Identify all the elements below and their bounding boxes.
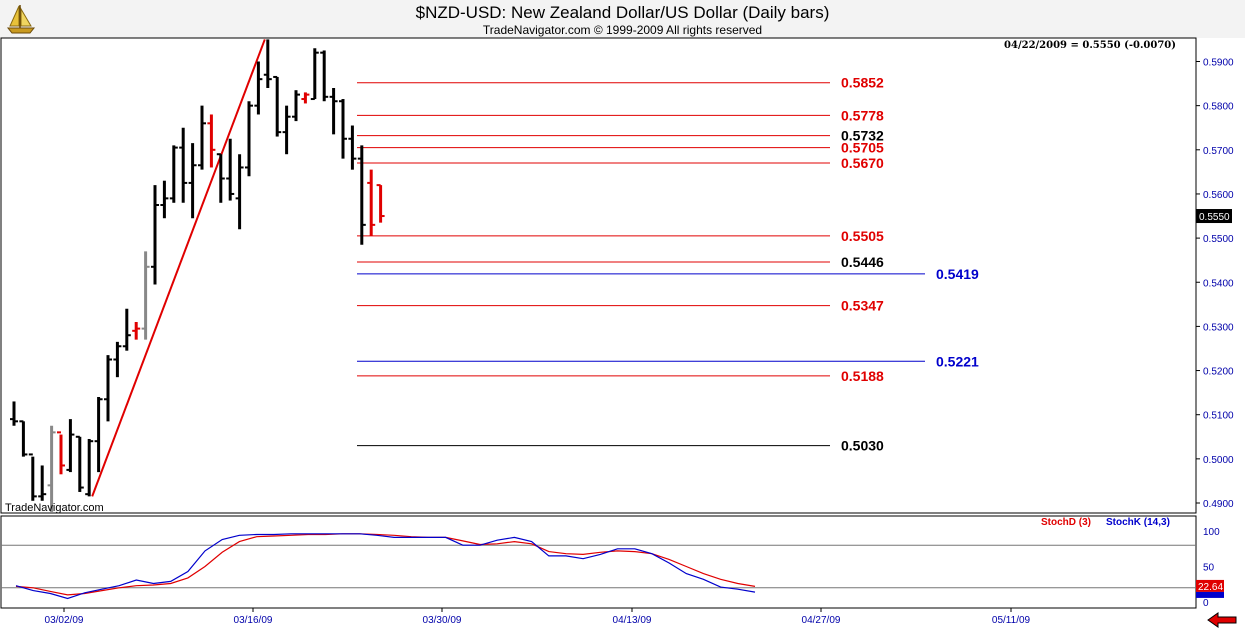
stoch-y-tick-label: 50 xyxy=(1203,563,1215,574)
watermark-text: TradeNavigator.com xyxy=(5,502,104,514)
y-tick-label: 0.5500 xyxy=(1203,234,1234,245)
x-tick-label: 03/30/09 xyxy=(423,615,462,626)
ohlc-bar[interactable] xyxy=(19,420,28,457)
ohlc-bar[interactable] xyxy=(263,39,272,88)
price-panel-frame xyxy=(0,37,1197,514)
ohlc-bar[interactable] xyxy=(160,180,169,219)
stoch-legend-item: StochK (14,3) xyxy=(1106,517,1170,528)
ohlc-bar[interactable] xyxy=(85,438,94,497)
stoch-last-value-marker xyxy=(1196,579,1224,592)
ohlc-bar[interactable] xyxy=(57,431,65,475)
stochastic-panel-frame xyxy=(0,515,1197,609)
x-tick-label: 05/11/09 xyxy=(992,615,1031,626)
ohlc-bar[interactable] xyxy=(320,50,329,102)
y-tick-label: 0.5800 xyxy=(1203,102,1234,113)
ohlc-bar[interactable] xyxy=(292,90,300,122)
ohlc-bar[interactable] xyxy=(207,114,216,168)
sailboat-logo-icon xyxy=(6,5,36,34)
level-label: 0.5419 xyxy=(936,266,979,282)
last-quote-readout: 04/22/2009 = 0.5550 (-0.0070) xyxy=(1004,40,1176,51)
stoch-y-tick-label: 100 xyxy=(1203,527,1220,538)
y-tick-label: 0.5600 xyxy=(1203,190,1234,201)
ohlc-bar[interactable] xyxy=(141,251,150,340)
ohlc-bar[interactable] xyxy=(282,105,291,155)
stoch-series-line xyxy=(15,533,756,596)
y-tick-label: 0.5200 xyxy=(1203,367,1234,378)
level-label: 0.5732 xyxy=(841,128,884,144)
level-label: 0.5347 xyxy=(841,298,884,314)
copyright-text: TradeNavigator.com © 1999-2009 All right… xyxy=(482,23,763,37)
ohlc-bar[interactable] xyxy=(10,401,18,426)
level-label: 0.5670 xyxy=(841,155,884,171)
ohlc-bar[interactable] xyxy=(301,92,310,104)
stoch-last-value-label: 22.64 xyxy=(1198,582,1223,593)
level-label: 0.5221 xyxy=(936,353,979,369)
ohlc-bar[interactable] xyxy=(357,145,366,245)
chart-title: $NZD-USD: New Zealand Dollar/US Dollar (… xyxy=(415,3,830,22)
y-tick-label: 0.5400 xyxy=(1203,278,1234,289)
ohlc-bar[interactable] xyxy=(169,145,178,203)
stoch-legend-item: StochD (3) xyxy=(1041,517,1091,528)
ohlc-bar[interactable] xyxy=(113,341,122,378)
ohlc-bar[interactable] xyxy=(216,153,225,203)
y-tick-label: 0.5000 xyxy=(1203,455,1234,466)
ohlc-bar[interactable] xyxy=(310,48,319,101)
ohlc-bar[interactable] xyxy=(329,87,338,135)
ohlc-bar[interactable] xyxy=(104,355,112,422)
ohlc-bar[interactable] xyxy=(245,101,253,177)
level-label: 0.5188 xyxy=(841,368,884,384)
level-label: 0.5778 xyxy=(841,107,884,123)
ohlc-bar[interactable] xyxy=(38,465,47,501)
x-tick-label: 03/02/09 xyxy=(45,615,84,626)
ohlc-bar[interactable] xyxy=(273,75,282,137)
x-tick-label: 04/13/09 xyxy=(613,615,652,626)
level-label: 0.5030 xyxy=(841,438,884,454)
ohlc-bar[interactable] xyxy=(348,125,357,170)
level-label: 0.5505 xyxy=(841,228,884,244)
last-value-marker xyxy=(1196,209,1232,224)
ohlc-bar[interactable] xyxy=(254,61,263,115)
y-tick-label: 0.5700 xyxy=(1203,146,1234,157)
ohlc-bar[interactable] xyxy=(339,99,347,159)
y-tick-label: 0.5300 xyxy=(1203,322,1234,333)
ohlc-bar[interactable] xyxy=(179,127,188,203)
x-tick-label: 04/27/09 xyxy=(802,615,841,626)
ohlc-bar[interactable] xyxy=(75,435,84,492)
ohlc-bar[interactable] xyxy=(226,138,235,201)
ohlc-bar[interactable] xyxy=(188,143,197,219)
y-tick-label: 0.5100 xyxy=(1203,411,1234,422)
ohlc-bar[interactable] xyxy=(47,425,56,512)
level-label: 0.5705 xyxy=(841,140,884,156)
stoch-k-value-marker xyxy=(1196,591,1224,598)
stoch-series-line xyxy=(15,533,756,600)
level-label: 0.5446 xyxy=(841,254,884,270)
ohlc-bar[interactable] xyxy=(28,453,37,501)
ohlc-bar[interactable] xyxy=(376,184,385,223)
y-tick-label: 0.4900 xyxy=(1203,499,1234,510)
y-tick-label: 0.5900 xyxy=(1203,58,1234,69)
chart-header xyxy=(0,0,1245,38)
ohlc-bar[interactable] xyxy=(367,169,376,236)
x-tick-label: 03/16/09 xyxy=(234,615,273,626)
ohlc-bar[interactable] xyxy=(66,419,75,473)
level-label: 0.5852 xyxy=(841,75,884,91)
trendline xyxy=(91,39,266,497)
last-value-label: 0.5550 xyxy=(1199,212,1230,223)
ohlc-bar[interactable] xyxy=(198,105,206,170)
stoch-y-tick-label: 0 xyxy=(1203,598,1209,609)
ohlc-bar[interactable] xyxy=(94,397,103,473)
ohlc-bar[interactable] xyxy=(132,321,141,340)
ohlc-bar[interactable] xyxy=(235,154,244,230)
ohlc-bar[interactable] xyxy=(122,308,131,351)
scroll-left-arrow-icon[interactable] xyxy=(1207,612,1237,628)
ohlc-bar[interactable] xyxy=(151,185,159,285)
